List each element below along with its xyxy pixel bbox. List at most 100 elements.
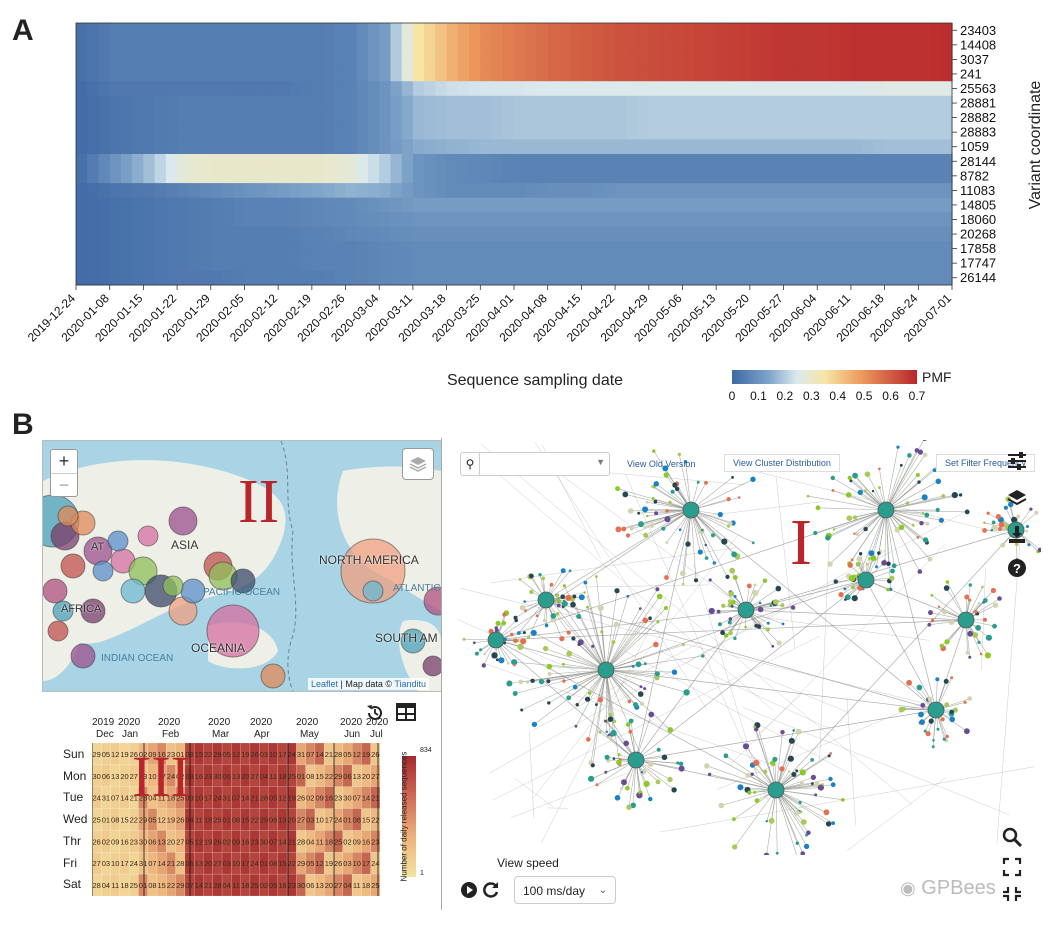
heatmap-cell <box>581 110 594 126</box>
network-node <box>983 521 986 524</box>
colorbar-tick-label: 0.2 <box>777 389 794 403</box>
zoom-search-icon[interactable] <box>1000 826 1024 853</box>
heatmap-cell <box>222 154 234 169</box>
calendar-cell-value: 04 <box>343 881 351 890</box>
help-icon[interactable]: ? <box>1005 558 1029 583</box>
calendar-cell-value: 21 <box>167 859 175 868</box>
network-node <box>638 521 644 528</box>
heatmap-cell <box>401 226 414 242</box>
heatmap-cell <box>154 212 167 228</box>
network-node <box>643 687 647 691</box>
calendar-cell-value: 14 <box>241 794 249 803</box>
heatmap-cell <box>469 168 481 184</box>
speed-select[interactable]: 100 ms/day ⌄ <box>514 876 616 904</box>
heatmap-cell <box>514 197 526 213</box>
heatmap-cell <box>379 212 392 228</box>
network-node <box>645 500 649 504</box>
heatmap-cell <box>87 139 100 155</box>
network-node <box>560 594 565 599</box>
network-node <box>588 775 595 782</box>
network-node <box>541 576 546 581</box>
colorbar-tick-label: 0.3 <box>803 389 820 403</box>
network-node <box>963 700 967 704</box>
network-node <box>701 654 705 658</box>
tree-search-select[interactable]: ⚲ ▼ <box>460 452 610 476</box>
heatmap-cell <box>525 226 538 242</box>
heatmap-cell <box>457 66 470 82</box>
heatmap-cell <box>918 241 931 257</box>
sliders-icon[interactable] <box>1005 452 1029 475</box>
layers-stack-icon[interactable] <box>1005 488 1029 513</box>
calendar-cell-value: 08 <box>306 772 314 781</box>
fullscreen-icon[interactable] <box>1000 857 1024 882</box>
heatmap-cell <box>716 95 728 111</box>
heatmap-cell <box>761 154 773 169</box>
replay-button[interactable] <box>481 880 501 905</box>
zoom-out-button[interactable]: − <box>51 473 77 497</box>
y-tick-label: 241 <box>960 66 982 81</box>
view-speed-label: View speed <box>497 856 559 870</box>
world-map[interactable]: ASIA NORTH AMERICA OCEANIA SOUTH AM PACI… <box>42 440 442 692</box>
calendar-cell-value: 27 <box>176 837 184 846</box>
heatmap-cell <box>525 95 538 111</box>
network-node <box>526 680 530 684</box>
heatmap-cell <box>940 110 953 126</box>
map-layers-button[interactable] <box>402 448 434 480</box>
map-bubble <box>92 560 114 582</box>
y-tick-label: 1059 <box>960 139 989 154</box>
tianditu-link[interactable]: Tianditu <box>394 679 427 689</box>
view-cluster-distribution-button[interactable]: View Cluster Distribution <box>724 454 840 472</box>
view-old-version-link[interactable]: View Old Version <box>627 459 696 469</box>
calendar-table-icon[interactable] <box>396 703 416 726</box>
search-icon: ⚲ <box>461 453 480 475</box>
heatmap-cell <box>132 212 144 228</box>
heatmap-cell <box>603 241 616 257</box>
heatmap-cell <box>109 52 122 68</box>
heatmap-cell <box>704 95 717 111</box>
heatmap-cell <box>738 66 751 82</box>
calendar-cell-value: 29 <box>297 859 305 868</box>
calendar-cell-value: 24 <box>92 794 100 803</box>
heatmap-cell <box>660 124 672 140</box>
heatmap-cell <box>255 241 268 257</box>
heatmap-cell <box>817 270 830 286</box>
heatmap-cell <box>828 52 841 68</box>
network-node <box>776 640 782 646</box>
heatmap-cell <box>390 37 403 53</box>
collapse-icon[interactable] <box>1000 886 1024 907</box>
zoom-in-button[interactable]: + <box>58 451 70 471</box>
heatmap-cell <box>356 81 369 97</box>
heatmap-cell <box>480 255 493 271</box>
network-node <box>704 763 710 769</box>
heatmap-cell <box>682 255 695 271</box>
heatmap-cell <box>940 270 953 286</box>
network-node <box>829 752 833 755</box>
heatmap-cell <box>615 241 627 257</box>
heatmap-cell <box>480 197 493 213</box>
leaflet-link[interactable]: Leaflet <box>311 679 339 689</box>
heatmap-cell <box>311 241 324 257</box>
play-button[interactable] <box>460 881 478 904</box>
calendar-month-label: Jun <box>344 729 361 740</box>
heatmap-cell <box>109 270 122 286</box>
heatmap-cell <box>817 197 830 213</box>
heatmap-cell <box>177 226 189 242</box>
network-node <box>646 514 649 518</box>
heatmap-cell <box>918 183 931 199</box>
heatmap-cell <box>940 23 953 38</box>
network-edge <box>876 509 887 567</box>
heatmap-cell <box>188 197 201 213</box>
network-node <box>621 779 627 786</box>
heatmap-cell <box>311 255 324 271</box>
map-bubble <box>120 578 146 604</box>
heatmap-cell <box>570 23 582 38</box>
phylogeny-network[interactable] <box>446 440 1041 855</box>
calendar-cell-value: 05 <box>148 816 156 825</box>
network-node <box>546 679 551 684</box>
heatmap-cell <box>323 37 335 53</box>
calendar-history-icon[interactable] <box>365 703 385 728</box>
heatmap-cell <box>334 124 347 140</box>
download-icon[interactable] <box>1005 524 1029 549</box>
network-node <box>495 658 499 662</box>
calendar-cell-value: 14 <box>195 881 203 890</box>
